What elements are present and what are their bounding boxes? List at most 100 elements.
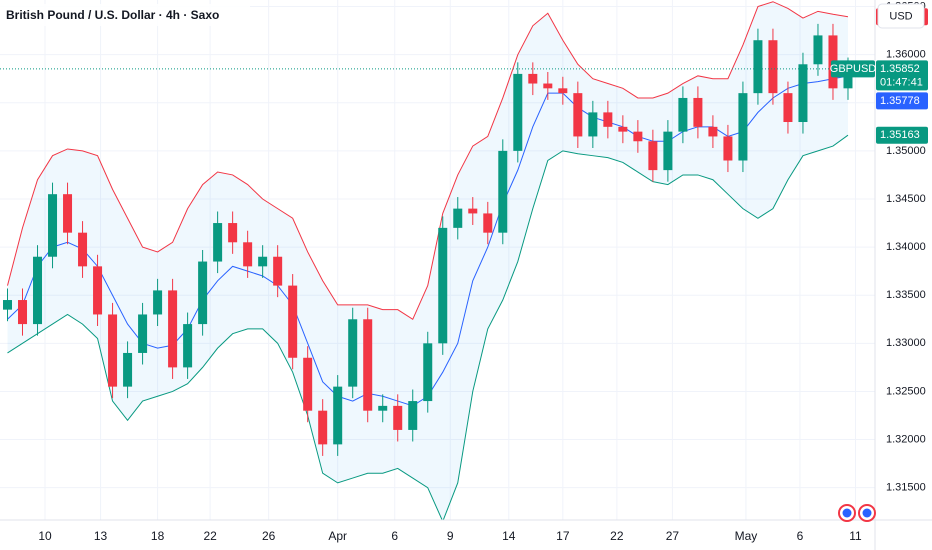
candle-body	[558, 88, 568, 94]
lower-band-tag	[876, 126, 928, 144]
x-tick-label: 11	[849, 529, 862, 543]
x-tick-label: 10	[38, 529, 52, 543]
candle-body	[258, 256, 268, 267]
candle-body	[408, 401, 418, 430]
x-tick-label: 26	[262, 529, 276, 543]
x-tick-label: 17	[556, 529, 570, 543]
candle-body	[633, 131, 643, 142]
candle-body	[168, 290, 178, 368]
candle-body	[123, 352, 133, 387]
candle-body	[663, 131, 673, 171]
candle-body	[708, 126, 718, 137]
y-tick-label: 1.33000	[886, 337, 926, 349]
x-tick-label: 6	[797, 529, 804, 543]
x-tick-label: 22	[610, 529, 624, 543]
x-tick-label: 13	[94, 529, 108, 543]
candle-body	[738, 93, 748, 161]
candle-body	[48, 194, 58, 257]
axes: 1.365001.360001.355001.350001.345001.340…	[38, 0, 925, 543]
candle-body	[108, 314, 118, 387]
middle-band-tag-label: 1.35778	[880, 95, 920, 107]
candle-body	[3, 300, 13, 310]
y-tick-label: 1.34500	[886, 193, 926, 205]
candle-body	[513, 73, 523, 151]
candle-body	[468, 208, 478, 214]
last-price-tag-label: 1.35852	[880, 63, 920, 75]
x-tick-label: Apr	[328, 529, 347, 543]
y-tick-label: 1.35000	[886, 145, 926, 157]
x-tick-label: 27	[666, 529, 680, 543]
candle-body	[93, 266, 103, 315]
y-tick-label: 1.34000	[886, 241, 926, 253]
candle-body	[18, 300, 28, 325]
plot-area	[0, 1, 875, 520]
candle-body	[723, 136, 733, 161]
last-price-tag	[876, 60, 928, 91]
candle-body	[498, 150, 508, 233]
candle-body	[453, 208, 463, 228]
candle-body	[288, 285, 298, 358]
y-tick-label: 1.33500	[886, 289, 926, 301]
candle-body	[753, 40, 763, 94]
candle-body	[183, 324, 193, 368]
candle-body	[243, 242, 253, 267]
candle-body	[333, 386, 343, 445]
candle-body	[153, 290, 163, 315]
currency-button[interactable]	[877, 3, 925, 29]
candle-body	[378, 405, 388, 411]
middle-band-tag	[876, 92, 928, 110]
candle-body	[33, 256, 43, 325]
x-tick-label: 14	[502, 529, 516, 543]
y-tick-label: 1.31500	[886, 482, 926, 494]
candle-body	[693, 97, 703, 127]
title-backdrop	[0, 4, 250, 26]
candle-body	[63, 194, 73, 233]
candle-body	[318, 410, 328, 445]
candle-body	[783, 93, 793, 123]
y-tick-label: 1.32500	[886, 385, 926, 397]
candle-body	[198, 261, 208, 325]
upper-band-line	[7, 1, 849, 321]
symbol-label: GBPUSD	[830, 63, 877, 75]
y-tick-label: 1.32000	[886, 433, 926, 445]
x-tick-label: 6	[391, 529, 398, 543]
flag-icons	[838, 504, 876, 522]
candle-body	[303, 357, 313, 411]
candle-body	[348, 319, 358, 387]
countdown-label: 01:47:41	[880, 76, 923, 88]
candle-body	[423, 343, 433, 402]
candle-body	[483, 213, 493, 233]
candle-body	[618, 126, 628, 132]
candle-body	[138, 314, 148, 353]
candle-body	[228, 223, 238, 243]
x-tick-label: May	[735, 529, 758, 543]
flag-icon-inner	[842, 508, 852, 518]
x-tick-label: 9	[447, 529, 454, 543]
chart-title: British Pound / U.S. Dollar · 4h · Saxo	[6, 8, 219, 22]
lower-band-line	[7, 134, 849, 520]
candle-body	[843, 68, 853, 89]
candle-body	[768, 40, 778, 94]
candle-body	[813, 35, 823, 65]
lower-band-tag-label: 1.35163	[880, 129, 920, 141]
candle-body	[543, 83, 553, 89]
candle-body	[648, 141, 658, 171]
candle-body	[363, 319, 373, 411]
candle-body	[273, 256, 283, 286]
x-tick-label: 18	[151, 529, 165, 543]
candle-body	[213, 223, 223, 262]
candle-body	[678, 97, 688, 132]
candle-body	[528, 73, 538, 84]
y-tick-label: 1.36000	[886, 49, 926, 61]
flag-icon-inner	[862, 508, 872, 518]
x-tick-label: 22	[203, 529, 217, 543]
candle-body	[798, 64, 808, 123]
candle-body	[393, 405, 403, 430]
candle-body	[573, 93, 583, 137]
candle-body	[78, 232, 88, 267]
currency-label: USD	[889, 10, 912, 22]
symbol-tag	[831, 60, 875, 78]
candle-body	[603, 112, 613, 127]
